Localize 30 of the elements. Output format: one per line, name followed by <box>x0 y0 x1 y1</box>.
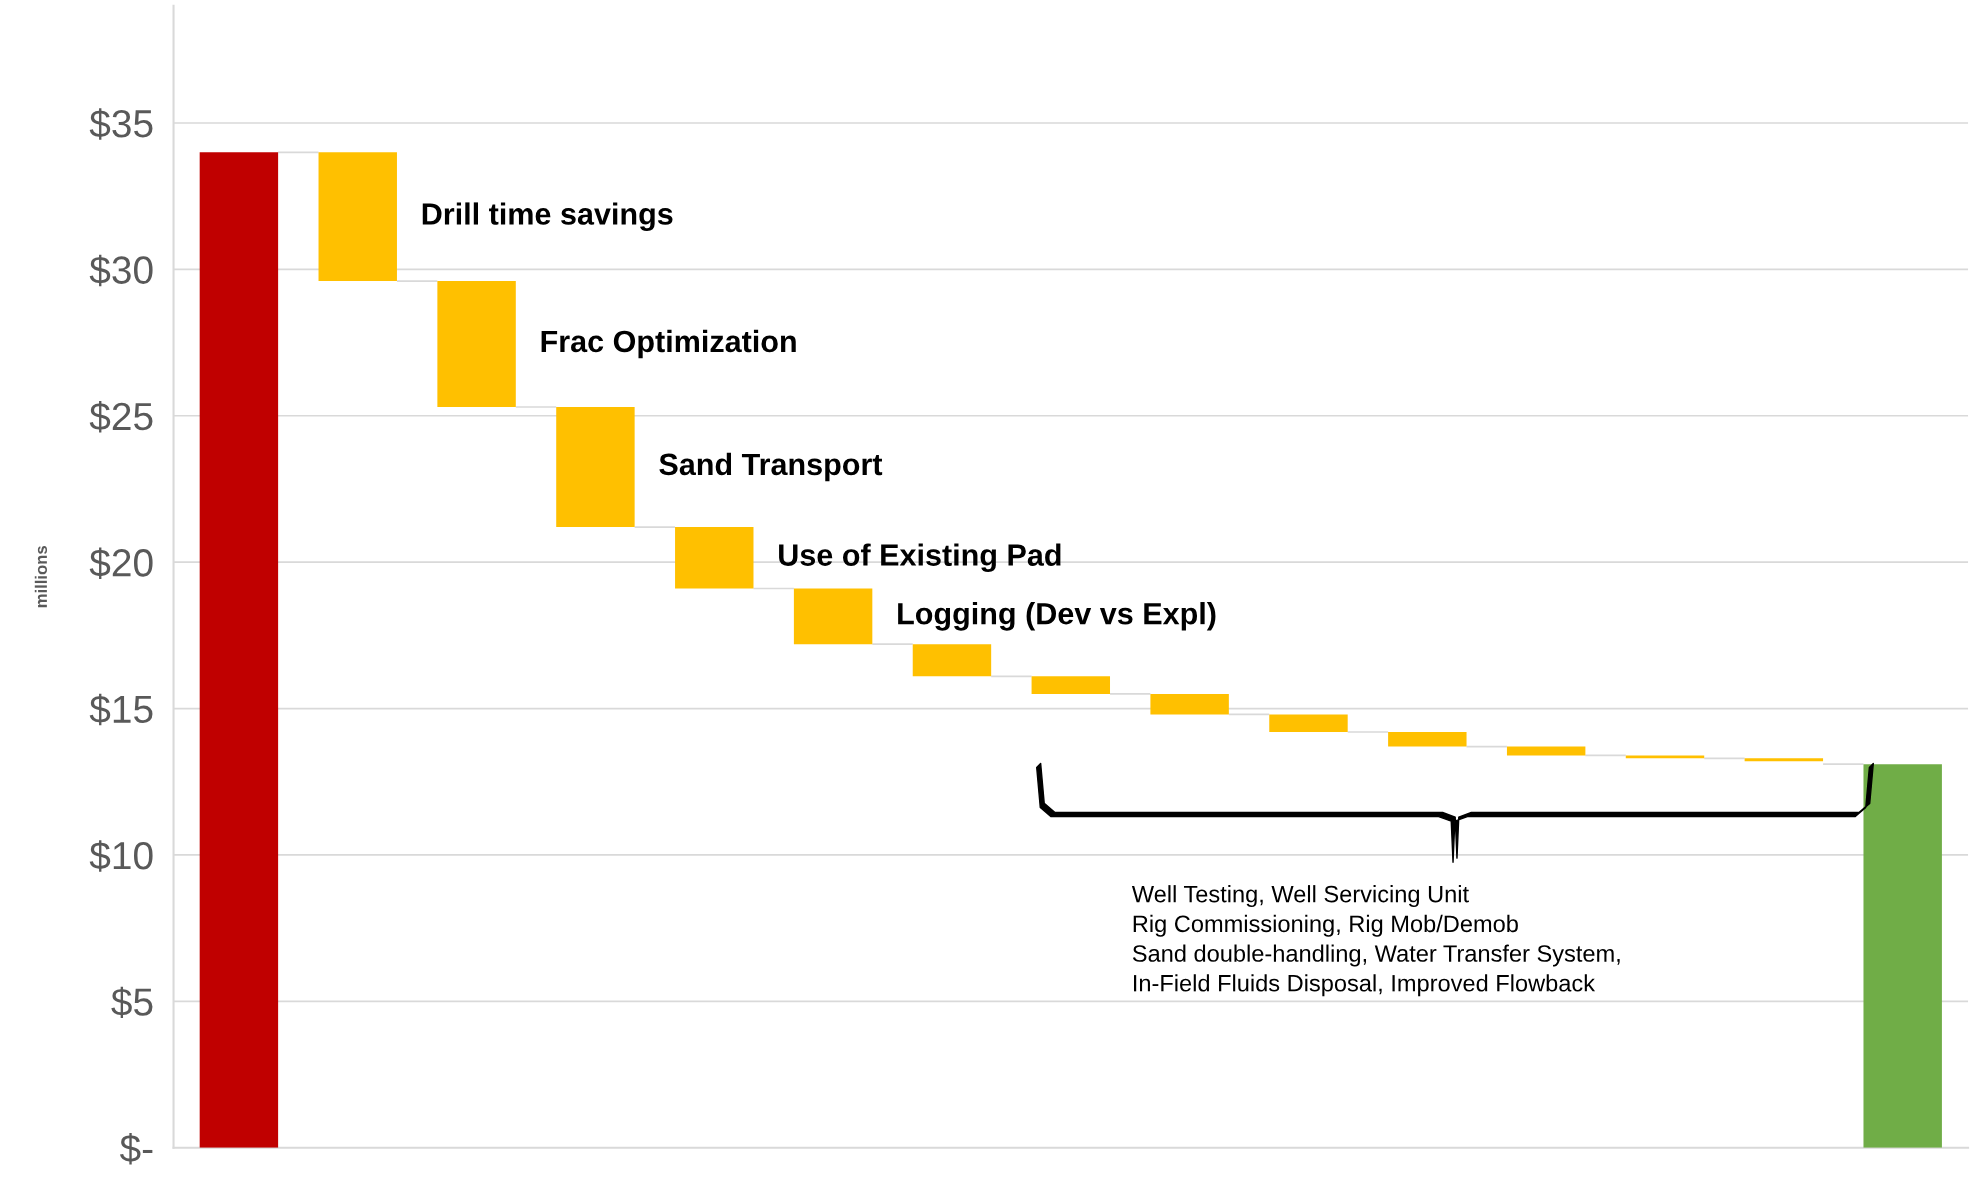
bar <box>793 588 873 645</box>
bar <box>1388 731 1467 747</box>
annotation: Sand Transport <box>659 452 883 482</box>
bar <box>1150 693 1229 715</box>
y-tick-label: $5 <box>111 986 153 1019</box>
y-tick-label: $10 <box>89 840 153 872</box>
bar <box>556 407 635 528</box>
y-tick-label: $20 <box>89 547 153 579</box>
bar <box>1744 758 1824 762</box>
y-tick-label: $25 <box>89 401 153 433</box>
annotation: Use of Existing Pad <box>779 543 1061 573</box>
bar <box>1269 714 1348 732</box>
bar <box>912 644 992 677</box>
bar <box>675 527 754 589</box>
y-tick-label: $- <box>119 1133 153 1165</box>
bar <box>1625 755 1705 759</box>
bar <box>437 281 516 408</box>
annotation: Frac Optimization <box>541 329 796 359</box>
y-tick-label: $15 <box>89 693 153 726</box>
y-tick-label: $30 <box>89 254 153 287</box>
annotation: Drill time savings <box>422 202 673 232</box>
bar <box>318 152 397 282</box>
bar <box>1863 764 1942 1148</box>
bar <box>1031 676 1111 694</box>
annotation: Well Testing, Well Servicing Unit Rig Commissioning, Rig Mob/Demob Sand double-handling, Water Transfer System, In-Field Fluids Disposal, Improved Flowback <box>1131 885 1620 997</box>
annotation: Logging (Dev vs Expl) <box>898 602 1216 631</box>
y-tick-label: $35 <box>89 108 153 140</box>
y-axis-title: millions <box>34 546 48 608</box>
bar <box>1506 746 1586 756</box>
bar <box>199 152 279 1148</box>
